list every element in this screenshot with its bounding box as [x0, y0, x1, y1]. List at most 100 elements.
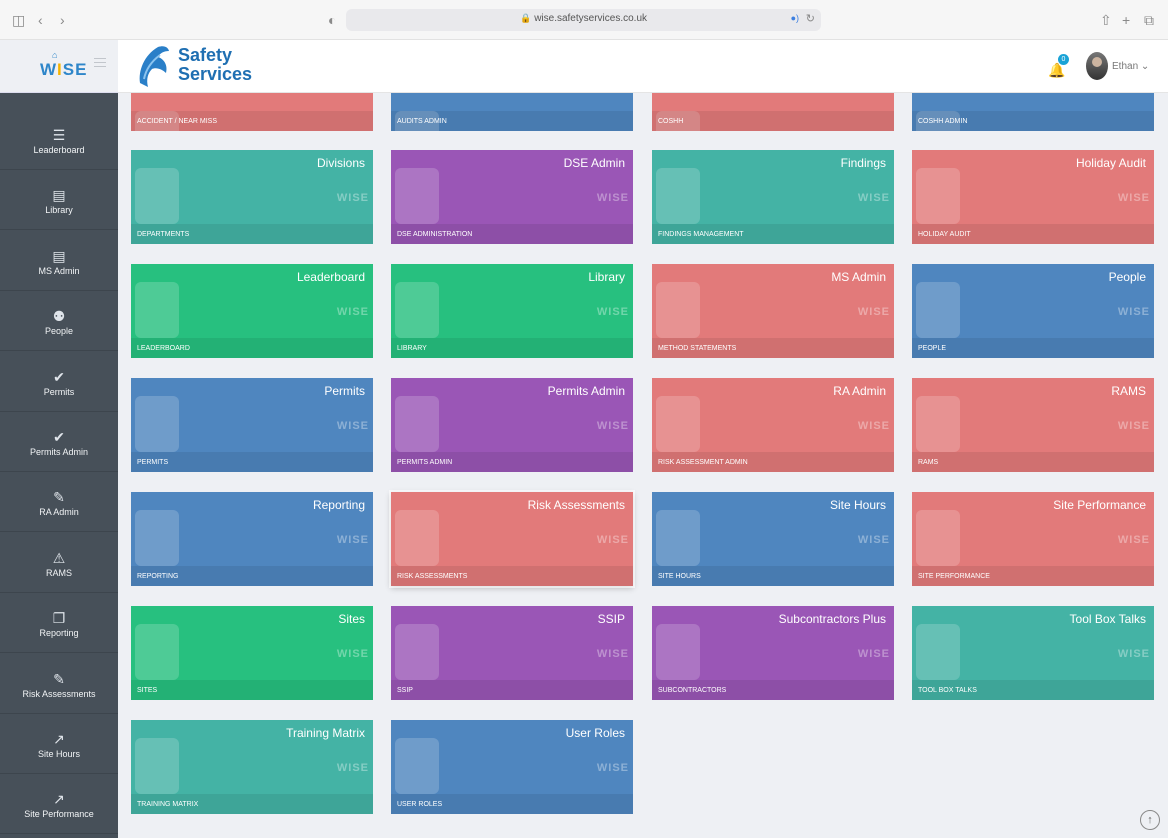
tile-findings-management[interactable]: Findings WISE FINDINGS MANAGEMENT	[652, 150, 894, 244]
tile-footer	[912, 111, 1154, 131]
tile-subtitle: RAMS	[918, 459, 939, 466]
audio-icon[interactable]: ●)	[790, 13, 799, 23]
tile-risk-assessment-admin[interactable]: RA Admin WISE RISK ASSESSMENT ADMIN	[652, 378, 894, 472]
tile-method-statements[interactable]: MS Admin WISE METHOD STATEMENTS	[652, 264, 894, 358]
tile-title: User Roles	[565, 726, 625, 740]
tile-background-icon	[391, 154, 451, 230]
warning-icon: ⚠	[52, 549, 66, 566]
tile-permits-admin[interactable]: Permits Admin WISE PERMITS ADMIN	[391, 378, 633, 472]
tile-background-icon	[912, 610, 972, 686]
lock-icon: 🔒	[519, 13, 532, 23]
share-icon[interactable]: ⇧	[1100, 12, 1112, 28]
sidebar-item-label: MS Admin	[38, 265, 80, 276]
sidebar-item-leaderboard[interactable]: ☰ Leaderboard	[0, 110, 118, 170]
scroll-to-top-button[interactable]: ↑	[1140, 810, 1160, 830]
tile-footer	[912, 452, 1154, 472]
sidebar-item-permits-admin[interactable]: ✔ Permits Admin	[0, 412, 118, 472]
tile-site-hours[interactable]: Site Hours WISE SITE HOURS	[652, 492, 894, 586]
tile-subtitle: PERMITS	[137, 459, 169, 466]
tile-title: Site Performance	[1053, 498, 1146, 512]
tile-background-icon	[131, 382, 191, 458]
tile-title: MS Admin	[831, 270, 886, 284]
tile-wise-watermark: WISE	[857, 306, 890, 318]
tile-tool-box-talks[interactable]: Tool Box Talks WISE TOOL BOX TALKS	[912, 606, 1154, 700]
tile-subtitle: COSHH	[658, 118, 684, 125]
tabs-overview-icon[interactable]: ⧉	[1144, 12, 1154, 28]
back-icon[interactable]: ‹	[38, 12, 43, 28]
sidebar-item-people[interactable]: ⚉ People	[0, 291, 118, 352]
tile-footer	[652, 452, 894, 472]
tile-reporting[interactable]: Reporting WISE REPORTING	[131, 492, 373, 586]
sidebar-item-library[interactable]: ▤ Library	[0, 170, 118, 231]
sidebar-item-reporting[interactable]: ❐ Reporting	[0, 593, 118, 654]
tile-holiday-audit[interactable]: Holiday Audit WISE HOLIDAY AUDIT	[912, 150, 1154, 244]
privacy-shield-icon[interactable]: ◐	[328, 12, 337, 28]
sidebar-item-permits[interactable]: ✔ Permits	[0, 352, 118, 412]
tile-rams[interactable]: RAMS WISE RAMS	[912, 378, 1154, 472]
tile-wise-watermark: WISE	[596, 306, 629, 318]
tile-title: Reporting	[312, 498, 365, 512]
tile-library[interactable]: Library WISE LIBRARY	[391, 264, 633, 358]
tile-departments[interactable]: Divisions WISE DEPARTMENTS	[131, 150, 373, 244]
tile-subtitle: SSIP	[397, 687, 413, 694]
tile-subcontractors[interactable]: Subcontractors Plus WISE SUBCONTRACTORS	[652, 606, 894, 700]
tile-sites[interactable]: Sites WISE SITES	[131, 606, 373, 700]
sidebar-item-site-hours[interactable]: ↗ Site Hours	[0, 714, 118, 774]
forward-icon[interactable]: ›	[60, 12, 65, 28]
sidebar-item-label: Library	[45, 205, 73, 216]
user-name: Ethan	[1112, 61, 1139, 72]
tile-accident-near-miss[interactable]: ACCIDENT / NEAR MISS	[131, 93, 373, 131]
tile-audits-admin[interactable]: AUDITS ADMIN	[391, 93, 633, 131]
tile-dse-administration[interactable]: DSE Admin WISE DSE ADMINISTRATION	[391, 150, 633, 244]
tile-coshh-admin[interactable]: COSHH ADMIN	[912, 93, 1154, 131]
avatar[interactable]	[1086, 52, 1108, 80]
tile-user-roles[interactable]: User Roles WISE USER ROLES	[391, 720, 633, 814]
reload-icon[interactable]: ↻	[805, 13, 815, 25]
tile-footer	[391, 566, 633, 586]
tile-risk-assessments[interactable]: Risk Assessments WISE RISK ASSESSMENTS	[391, 492, 633, 586]
tile-permits[interactable]: Permits WISE PERMITS	[131, 378, 373, 472]
sidebar-item-site-performance[interactable]: ↗ Site Performance	[0, 774, 118, 835]
sidebar-toggle-icon[interactable]: ◫	[12, 12, 26, 28]
tile-site-performance[interactable]: Site Performance WISE SITE PERFORMANCE	[912, 492, 1154, 586]
tile-title: DSE Admin	[563, 156, 625, 170]
wise-logo[interactable]: WISE	[40, 60, 88, 79]
tile-subtitle: AUDITS ADMIN	[397, 118, 447, 125]
tile-background-icon	[912, 382, 972, 458]
tile-footer	[652, 224, 894, 244]
check-icon: ✔	[53, 368, 65, 385]
tile-footer	[912, 224, 1154, 244]
sidebar-item-ra-admin[interactable]: ✎ RA Admin	[0, 472, 118, 533]
tile-background-icon	[131, 97, 191, 131]
sidebar-item-label: Permits Admin	[29, 447, 89, 457]
tile-ssip[interactable]: SSIP WISE SSIP	[391, 606, 633, 700]
notification-icon[interactable]: 🔔	[1048, 62, 1066, 78]
tile-leaderboard[interactable]: Leaderboard WISE LEADERBOARD	[131, 264, 373, 358]
tile-subtitle: SITES	[137, 687, 158, 694]
sidebar: ☰ Leaderboard ▤ Library ▤ MS Admin ⚉ People ✔ Per…	[0, 93, 118, 838]
user-menu[interactable]: Ethan ⌄	[1112, 61, 1150, 72]
address-bar[interactable]: 🔒 wise.safetyservices.co.uk ●) ↻	[346, 9, 821, 31]
tile-wise-watermark: WISE	[336, 648, 369, 660]
notification-badge: 0	[1058, 54, 1069, 65]
tile-footer	[131, 111, 373, 131]
sidebar-item-risk-assessments[interactable]: ✎ Risk Assessments	[0, 654, 118, 714]
tile-footer	[391, 111, 633, 131]
sidebar-item-label: Leaderboard	[33, 145, 85, 155]
tile-background-icon	[131, 610, 191, 686]
sidebar-item-rams[interactable]: ⚠ RAMS	[0, 533, 118, 593]
tile-subtitle: REPORTING	[137, 573, 179, 580]
browser-toolbar: ◫ ‹ › ◐ 🔒 wise.safetyservices.co.uk ●) ↻ …	[0, 0, 1168, 40]
tile-background-icon	[912, 154, 972, 230]
menu-toggle-icon[interactable]	[94, 58, 106, 70]
tile-coshh[interactable]: COSHH	[652, 93, 894, 131]
tile-subtitle: SUBCONTRACTORS	[658, 687, 727, 694]
tile-title: Training Matrix	[286, 726, 365, 740]
tile-wise-watermark: WISE	[596, 420, 629, 432]
tile-people[interactable]: People WISE PEOPLE	[912, 264, 1154, 358]
tile-background-icon	[391, 382, 451, 458]
sidebar-item-ms-admin[interactable]: ▤ MS Admin	[0, 231, 118, 291]
tile-training-matrix[interactable]: Training Matrix WISE TRAINING MATRIX	[131, 720, 373, 814]
new-tab-icon[interactable]: +	[1122, 12, 1131, 28]
tile-background-icon	[912, 97, 972, 131]
